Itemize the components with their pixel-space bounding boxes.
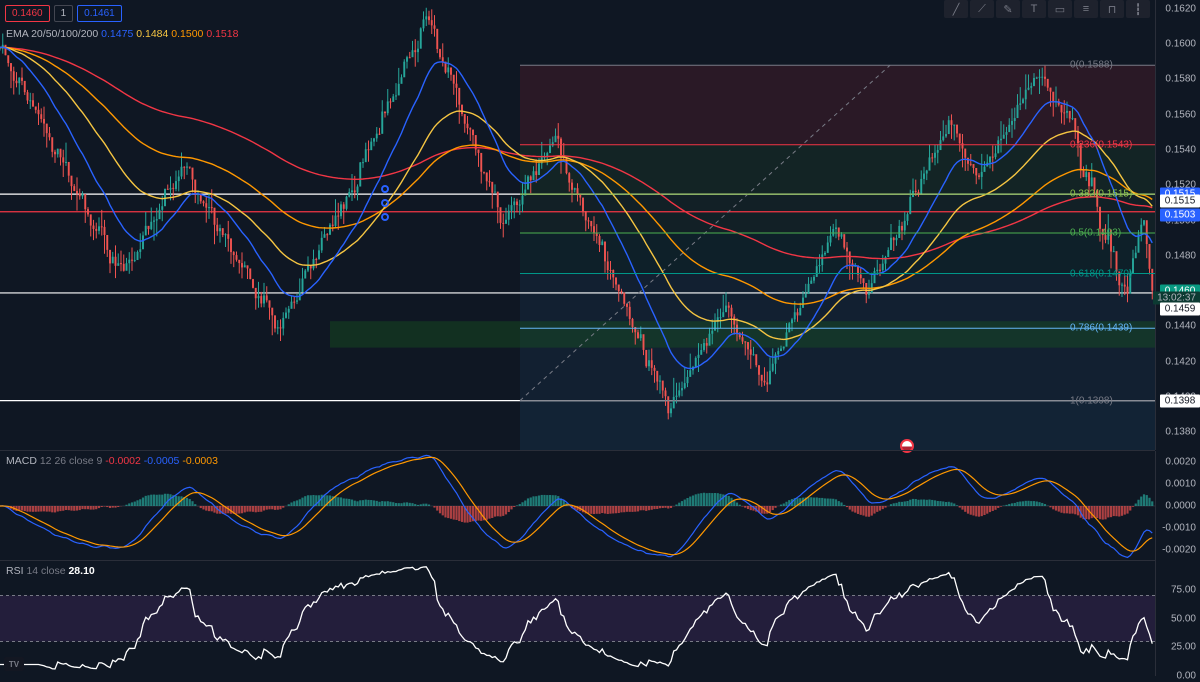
- tool-trendline-icon[interactable]: ╱: [944, 0, 968, 18]
- fib-level-label: 0.236(0.1543): [1070, 139, 1132, 150]
- rsi-pane[interactable]: RSI 14 close 28.10 75.0050.0025.000.00 T…: [0, 560, 1155, 675]
- price-tag: 0.1459: [1160, 302, 1200, 315]
- fib-level-label: 0.786(0.1439): [1070, 323, 1132, 334]
- tool-ruler-icon[interactable]: ≡: [1074, 0, 1098, 18]
- price-tag: 0.1503: [1160, 209, 1200, 222]
- tool-magnet-icon[interactable]: ⊓: [1100, 0, 1124, 18]
- fib-level-label: 1(0.1398): [1070, 395, 1113, 406]
- macd-hist-value: -0.0002: [105, 455, 141, 467]
- ema100-value: 0.1500: [171, 28, 203, 40]
- rsi-canvas: [0, 561, 1155, 676]
- ema-legend: EMA 20/50/100/200 0.1475 0.1484 0.1500 0…: [6, 28, 238, 40]
- marker-circle: [381, 213, 389, 221]
- fib-level-label: 0(0.1588): [1070, 60, 1113, 71]
- price-badge-1[interactable]: 0.1460: [5, 5, 50, 22]
- interval-badge[interactable]: 1: [54, 5, 74, 22]
- ema200-value: 0.1518: [206, 28, 238, 40]
- tool-brush-icon[interactable]: ✎: [996, 0, 1020, 18]
- rsi-axis[interactable]: 75.0050.0025.000.00: [1155, 561, 1200, 676]
- macd-line-value: -0.0005: [144, 455, 180, 467]
- macd-axis[interactable]: 0.00200.00100.0000-0.0010-0.0020: [1155, 451, 1200, 561]
- macd-pane[interactable]: MACD 12 26 close 9 -0.0002 -0.0005 -0.00…: [0, 450, 1155, 560]
- rsi-value: 28.10: [68, 565, 94, 577]
- marker-circle: [381, 199, 389, 207]
- tool-shapes-icon[interactable]: ▭: [1048, 0, 1072, 18]
- price-tag: 0.1398: [1160, 394, 1200, 407]
- ema20-value: 0.1475: [101, 28, 133, 40]
- rsi-legend: RSI 14 close 28.10: [6, 565, 95, 577]
- fib-level-label: 0.618(0.1470): [1070, 268, 1132, 279]
- macd-signal-value: -0.0003: [182, 455, 218, 467]
- tool-more-icon[interactable]: ┇: [1126, 0, 1150, 18]
- price-axis[interactable]: 0.16200.16000.15800.15600.15400.15200.15…: [1155, 0, 1200, 450]
- macd-canvas: [0, 451, 1155, 561]
- header-badges: 0.1460 1 0.1461: [5, 5, 122, 22]
- tool-text-icon[interactable]: T: [1022, 0, 1046, 18]
- chart-canvas: [0, 0, 1155, 450]
- price-tag: 0.1515: [1160, 195, 1200, 208]
- toolbar-drawing: ╱ ⟋ ✎ T ▭ ≡ ⊓ ┇: [944, 0, 1150, 18]
- tool-ray-icon[interactable]: ⟋: [970, 0, 994, 18]
- price-badge-2[interactable]: 0.1461: [77, 5, 122, 22]
- fib-level-label: 0.5(0.1493): [1070, 227, 1121, 238]
- macd-legend: MACD 12 26 close 9 -0.0002 -0.0005 -0.00…: [6, 455, 218, 467]
- main-price-chart[interactable]: 0(0.1588) 0.236(0.1543) 0.382(0.1515) 0.5(0…: [0, 0, 1155, 450]
- fib-level-label: 0.382(0.1515): [1070, 189, 1132, 200]
- tradingview-logo-icon[interactable]: TV: [4, 657, 24, 671]
- ema50-value: 0.1484: [136, 28, 168, 40]
- marker-circle: [381, 185, 389, 193]
